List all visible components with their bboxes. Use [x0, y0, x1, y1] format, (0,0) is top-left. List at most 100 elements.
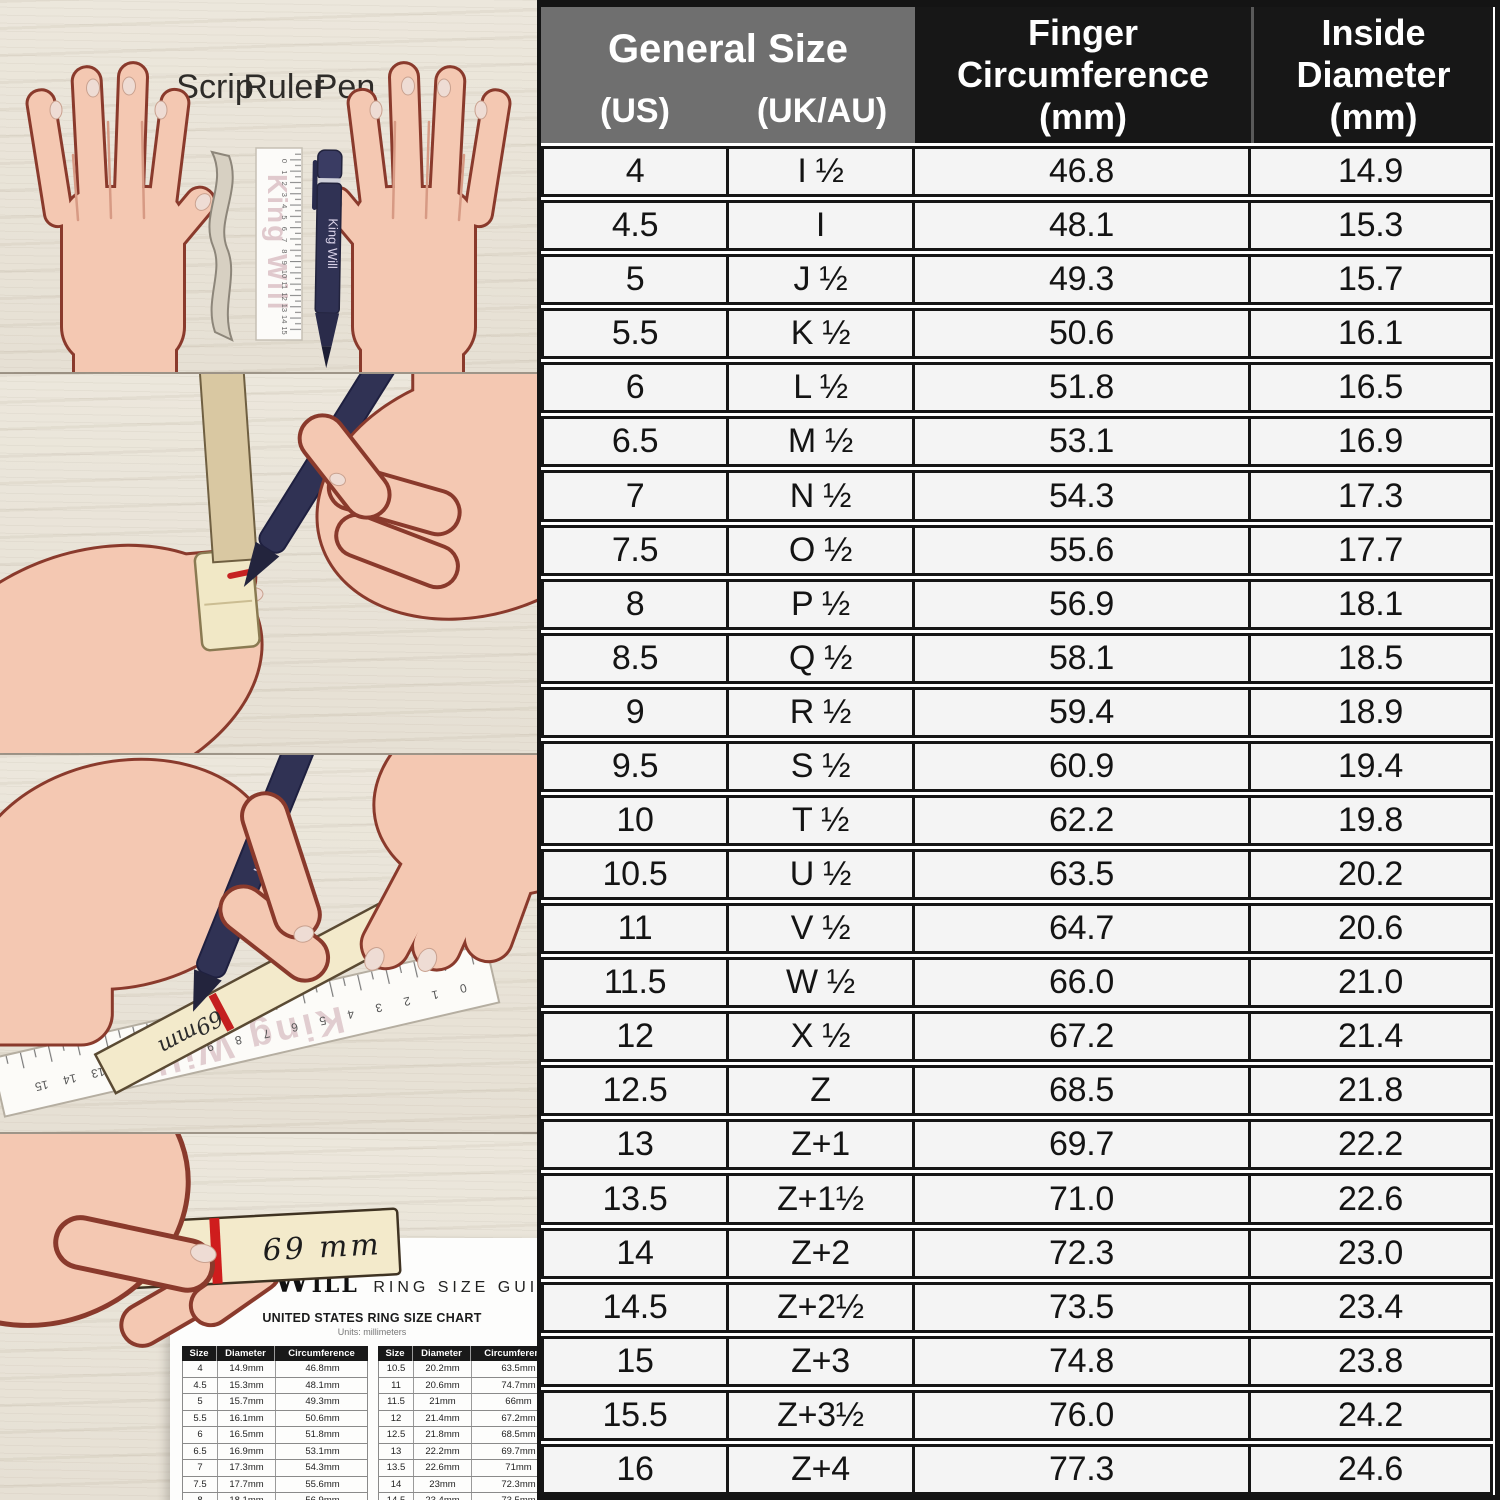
inside-diameter-cell: 18.5: [1251, 632, 1493, 684]
us-size-cell: 12.5: [541, 1065, 729, 1117]
us-size-cell: 5.5: [541, 308, 729, 360]
uk-au-size-cell: Z+3: [729, 1335, 915, 1387]
mini-table-cell: 23mm: [413, 1476, 471, 1492]
header-us-label: (US): [600, 92, 670, 130]
inside-diameter-cell: 20.6: [1251, 903, 1493, 955]
uk-au-size-cell: Z+4: [729, 1443, 915, 1495]
uk-au-size-cell: Z+1½: [729, 1173, 915, 1225]
finger-circumference-cell: 71.0: [915, 1173, 1251, 1225]
svg-text:6: 6: [280, 227, 289, 231]
mini-table-row: 7 17.3mm 54.3mm: [182, 1460, 368, 1477]
header-line: (mm): [1329, 95, 1418, 137]
table-row: 4.5 I 48.1 15.3: [541, 200, 1495, 252]
svg-text:8: 8: [280, 249, 289, 253]
inside-diameter-cell: 14.9: [1251, 146, 1493, 198]
paper-units: Units: millimeters: [337, 1327, 407, 1337]
us-size-cell: 14.5: [541, 1281, 729, 1333]
us-size-cell: 7: [541, 470, 729, 522]
tool-labels: Scrip Ruler Pen: [176, 68, 375, 106]
mini-table-cell: 14.9mm: [217, 1361, 275, 1377]
mini-table-left: Size Diameter Circumference 4 14.9mm 46.8mm 4…: [182, 1346, 368, 1500]
finger-circumference-cell: 67.2: [915, 1011, 1251, 1063]
mini-table-cell: 16.1mm: [217, 1410, 275, 1426]
step-4-illustration: King Will RING SIZE GUIDE UNITED STATES …: [0, 1132, 537, 1500]
mini-table-cell: 46.8mm: [275, 1361, 369, 1377]
finger-circumference-cell: 59.4: [915, 686, 1251, 738]
mini-table-cell: 71mm: [471, 1460, 537, 1476]
header-general-size: General Size (US) (UK/AU): [541, 7, 915, 143]
uk-au-size-cell: W ½: [729, 957, 915, 1009]
mini-table-cell: 10.5: [386, 1363, 406, 1375]
table-row: 15 Z+3 74.8 23.8: [541, 1335, 1495, 1387]
svg-text:12: 12: [280, 292, 289, 300]
us-size-cell: 11.5: [541, 957, 729, 1009]
mini-table-row: 6.5 16.9mm 53.1mm: [182, 1443, 369, 1460]
us-size-cell: 13: [541, 1119, 729, 1171]
mini-table-cell: 17.7mm: [217, 1476, 275, 1492]
hand-pressing-strip: [355, 755, 537, 976]
mini-table-cell: 73.5mm: [471, 1493, 537, 1500]
step-2-illustration: [0, 372, 537, 753]
finger-circumference-cell: 50.6: [915, 308, 1251, 360]
mini-table-row: 4.5 15.3mm 48.1mm: [182, 1377, 368, 1394]
mini-table-cell: 5.5: [193, 1412, 207, 1424]
mini-table-cell: 68.5mm: [471, 1427, 537, 1443]
us-size-cell: 10.5: [541, 849, 729, 901]
us-size-cell: 7.5: [541, 524, 729, 576]
uk-au-size-cell: Z+3½: [729, 1389, 915, 1441]
uk-au-size-cell: I: [729, 200, 915, 252]
inside-diameter-cell: 22.2: [1251, 1119, 1493, 1171]
inside-diameter-cell: 16.1: [1251, 308, 1493, 360]
table-row: 15.5 Z+3½ 76.0 24.2: [541, 1389, 1495, 1441]
mini-table-cell: 4: [197, 1363, 203, 1375]
instruction-illustrations: Scrip Ruler Pen King Will: [0, 0, 537, 1500]
table-row: 8.5 Q ½ 58.1 18.5: [541, 632, 1495, 684]
us-size-cell: 15.5: [541, 1389, 729, 1441]
mini-table-cell: 6.5: [193, 1445, 207, 1457]
us-size-cell: 4: [541, 146, 729, 198]
svg-text:6: 6: [289, 1020, 299, 1035]
mini-table-cell: 22.6mm: [413, 1460, 471, 1476]
us-size-cell: 11: [541, 903, 729, 955]
finger-circumference-cell: 60.9: [915, 740, 1251, 792]
mini-table-cell: 14: [390, 1478, 402, 1490]
mini-table-row: 14 23mm 72.3mm: [378, 1476, 537, 1493]
uk-au-size-cell: M ½: [729, 416, 915, 468]
size-table-header: General Size (US) (UK/AU) Finger Circumf…: [541, 7, 1495, 143]
table-row: 11.5 W ½ 66.0 21.0: [541, 957, 1495, 1009]
mini-table-cell: 67.2mm: [471, 1410, 537, 1426]
mini-table-header-cell: Size: [385, 1348, 405, 1359]
table-row: 13 Z+1 69.7 22.2: [541, 1119, 1495, 1171]
us-size-cell: 16: [541, 1443, 729, 1495]
header-finger-circumference: Finger Circumference (mm): [915, 7, 1251, 143]
us-size-cell: 9: [541, 686, 729, 738]
svg-text:0: 0: [280, 159, 289, 163]
finger-circumference-cell: 53.1: [915, 416, 1251, 468]
inside-diameter-cell: 15.7: [1251, 254, 1493, 306]
mini-table-row: 13.5 22.6mm 71mm: [378, 1460, 537, 1477]
uk-au-size-cell: K ½: [729, 308, 915, 360]
mini-table-row: 11.5 21mm 66mm: [378, 1394, 537, 1411]
mini-table-cell: 53.1mm: [275, 1443, 369, 1459]
svg-text:0: 0: [458, 981, 468, 996]
us-size-cell: 8: [541, 578, 729, 630]
mini-table-cell: 18.1mm: [217, 1493, 275, 1500]
svg-text:3: 3: [280, 193, 289, 197]
finger-circumference-cell: 62.2: [915, 794, 1251, 847]
strip-end-icon: [198, 374, 258, 564]
step-1-illustration: Scrip Ruler Pen King Will: [0, 0, 537, 372]
header-line: Inside: [1321, 12, 1426, 54]
mini-table-cell: 13: [390, 1445, 402, 1457]
table-row: 10 T ½ 62.2 19.8: [541, 794, 1495, 847]
mini-tables: Size Diameter Circumference 4 14.9mm 46.8mm 4…: [182, 1346, 537, 1500]
header-line: Finger: [1027, 12, 1138, 54]
